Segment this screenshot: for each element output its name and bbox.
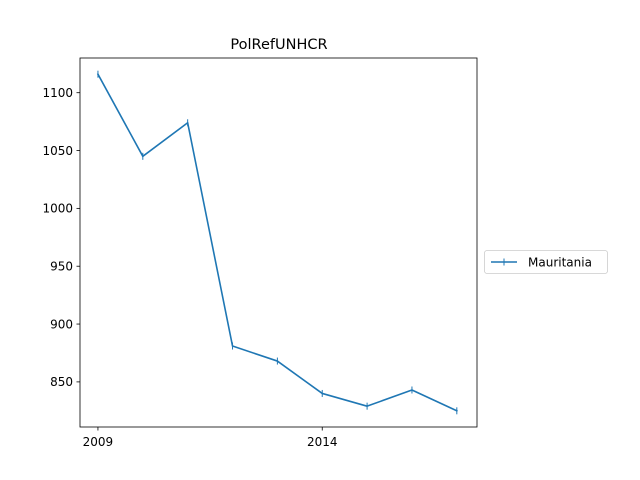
x-axis: 2009 2014 — [83, 427, 338, 449]
y-tick-label: 1050 — [42, 144, 73, 158]
y-tick-label: 950 — [50, 260, 73, 274]
y-tick-label: 1100 — [42, 86, 73, 100]
chart-title: PolRefUNHCR — [230, 37, 327, 53]
y-tick-label: 900 — [50, 317, 73, 331]
legend-label: Mauritania — [528, 255, 592, 269]
y-tick-label: 850 — [50, 375, 73, 389]
y-tick-label: 1000 — [42, 202, 73, 216]
plot-frame — [79, 57, 478, 428]
x-tick-label: 2009 — [83, 435, 114, 449]
x-tick-label: 2014 — [307, 435, 338, 449]
y-axis: 850 900 950 1000 1050 1100 — [42, 86, 80, 389]
legend-box — [484, 250, 608, 274]
series-layer — [96, 70, 458, 415]
legend: Mauritania — [484, 250, 608, 274]
plot-area: 850 900 950 1000 1050 1100 2009 2014 — [42, 57, 478, 449]
